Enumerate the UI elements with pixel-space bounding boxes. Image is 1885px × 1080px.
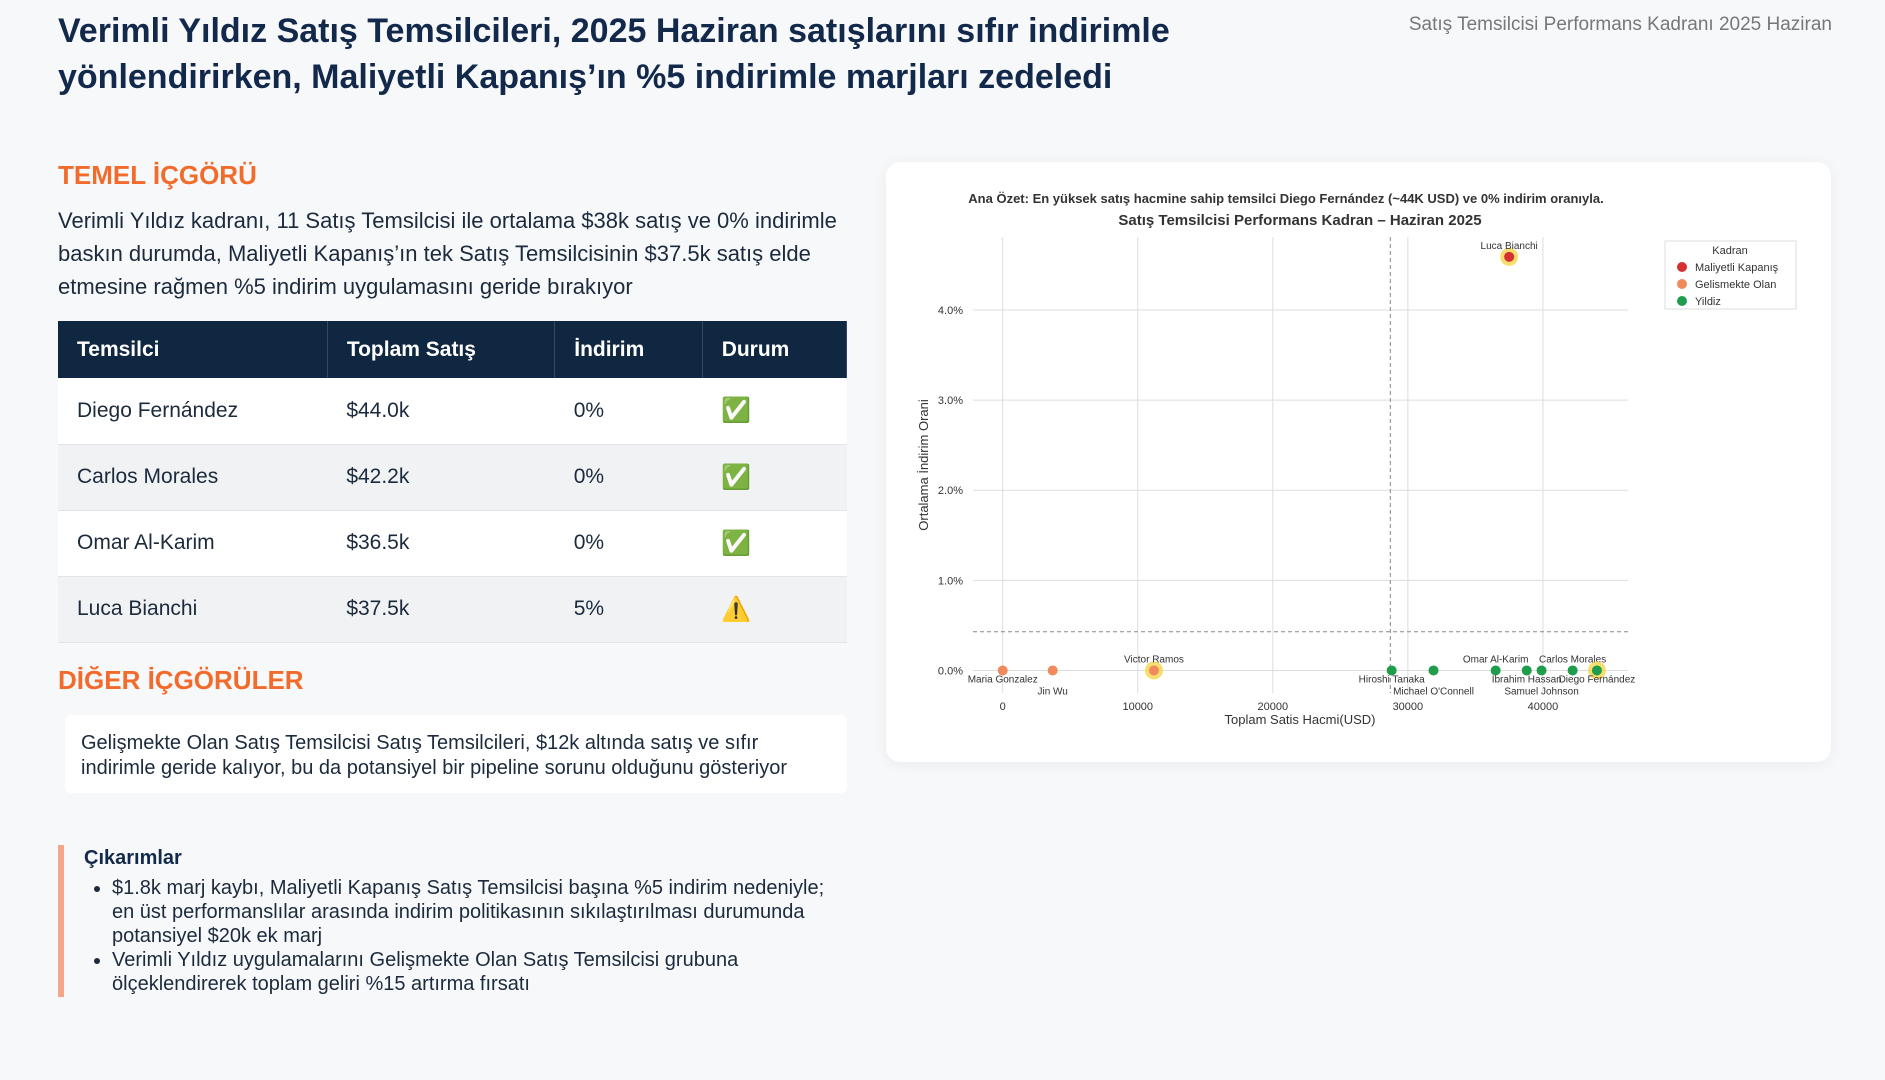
point-label: Carlos Morales xyxy=(1539,654,1606,665)
insight-text: Verimli Yıldız kadranı, 11 Satış Temsilc… xyxy=(58,208,837,299)
column-header: Toplam Satış xyxy=(327,321,556,378)
section-heading: TEMEL İÇGÖRÜ xyxy=(58,160,257,190)
takeaway-item: Verimli Yıldız uygulamalarını Gelişmekte… xyxy=(112,948,848,996)
table-cell: $42.2k xyxy=(327,444,555,511)
x-tick-label: 20000 xyxy=(1258,701,1289,713)
legend-marker xyxy=(1677,262,1687,272)
table-header: Temsilci Toplam Satış İndirim Durum xyxy=(58,321,848,378)
y-tick-label: 3.0% xyxy=(938,395,963,407)
y-tick-label: 2.0% xyxy=(938,485,963,497)
section-heading: DİĞER İÇGÖRÜLER xyxy=(58,665,304,695)
table-cell: $36.5k xyxy=(327,510,555,577)
chart: Ana Özet: En yüksek satış hacmine sahip … xyxy=(916,191,1797,727)
legend-label: Maliyetli Kapanış xyxy=(1695,262,1779,274)
x-tick-label: 10000 xyxy=(1122,701,1153,713)
column-header: Temsilci xyxy=(58,321,328,378)
legend-box xyxy=(1664,240,1797,310)
insight-box: Gelişmekte Olan Satış Temsilcisi Satış T… xyxy=(65,715,847,793)
point-label: Jin Wu xyxy=(1037,686,1067,697)
point-label: Maria Gonzalez xyxy=(968,674,1038,685)
point-label: Diego Fernández xyxy=(1559,674,1636,685)
legend-marker xyxy=(1677,296,1687,306)
status-icon: ✅ xyxy=(702,378,847,445)
chart-title: Satış Temsilcisi Performans Kadran – Haz… xyxy=(1118,212,1481,229)
legend-marker xyxy=(1677,279,1687,289)
takeaways-list: $1.8k marj kaybı, Maliyetli Kapanış Satı… xyxy=(84,876,848,996)
chart-card: Ana Özet: En yüksek satış hacmine sahip … xyxy=(886,162,1831,762)
point xyxy=(1428,665,1439,676)
table-row: Diego Fernández $44.0k 0% ✅ xyxy=(58,378,847,445)
table-cell: 0% xyxy=(554,510,703,577)
point xyxy=(997,665,1008,676)
rep-table: Temsilci Toplam Satış İndirim Durum Diego F… xyxy=(58,321,848,643)
point xyxy=(1386,665,1397,676)
table-cell: $37.5k xyxy=(327,576,555,643)
chart-annotation: Ana Özet: En yüksek satış hacmine sahip … xyxy=(968,191,1603,206)
point-label: Ibrahim Hassan xyxy=(1492,674,1562,685)
point-label: Hiroshi Tanaka xyxy=(1359,674,1425,685)
point xyxy=(1490,665,1501,676)
table-body: Diego Fernández $44.0k 0% ✅ Carlos Morales $4… xyxy=(58,378,847,643)
table-cell: 0% xyxy=(554,444,703,511)
y-tick-label: 4.0% xyxy=(938,305,963,317)
x-tick-label: 40000 xyxy=(1528,701,1559,713)
y-tick-label: 0.0% xyxy=(938,665,963,677)
point-label: Victor Ramos xyxy=(1124,654,1184,665)
x-tick-label: 0 xyxy=(1000,701,1006,713)
y-axis-label: Ortalama İndirim Orani xyxy=(916,399,931,531)
table-row: Omar Al-Karim $36.5k 0% ✅ xyxy=(58,510,847,577)
point xyxy=(1047,665,1058,676)
column-header: Durum xyxy=(702,321,848,378)
table-cell: Luca Bianchi xyxy=(58,576,328,643)
table-cell: Diego Fernández xyxy=(58,378,328,445)
y-tick-label: 1.0% xyxy=(938,575,963,587)
point xyxy=(1591,665,1602,676)
point xyxy=(1521,665,1532,676)
table-cell: Carlos Morales xyxy=(58,444,328,511)
x-tick-label: 30000 xyxy=(1393,701,1424,713)
takeaway-item: $1.8k marj kaybı, Maliyetli Kapanış Satı… xyxy=(112,876,848,948)
point xyxy=(1567,665,1578,676)
status-icon: ⚠️ xyxy=(702,576,847,643)
page-title: Verimli Yıldız Satış Temsilcileri, 2025 … xyxy=(58,12,1170,96)
table-cell: 5% xyxy=(554,576,703,643)
table-cell: $44.0k xyxy=(327,378,555,445)
point-label: Omar Al-Karim xyxy=(1463,654,1529,665)
point-label: Samuel Johnson xyxy=(1504,686,1579,697)
page-subtitle: Satış Temsilcisi Performans Kadranı 2025… xyxy=(1408,14,1832,35)
point xyxy=(1536,665,1547,676)
point xyxy=(1504,251,1515,262)
legend-title: Kadran xyxy=(1712,245,1747,257)
column-header: İndirim xyxy=(554,321,703,378)
table-cell: Omar Al-Karim xyxy=(58,510,328,577)
point-label: Luca Bianchi xyxy=(1481,241,1538,252)
legend-label: Gelismekte Olan xyxy=(1695,279,1776,291)
takeaways-heading: Çıkarımlar xyxy=(84,847,182,869)
x-axis-label: Toplam Satis Hacmi(USD) xyxy=(1225,712,1376,727)
point-label: Michael O'Connell xyxy=(1393,686,1474,697)
status-icon: ✅ xyxy=(702,510,847,577)
table-row: Luca Bianchi $37.5k 5% ⚠️ xyxy=(58,576,847,643)
legend-label: Yildiz xyxy=(1695,296,1721,308)
status-icon: ✅ xyxy=(702,444,847,511)
takeaways: Çıkarımlar $1.8k marj kaybı, Maliyetli K… xyxy=(58,845,848,997)
table-cell: 0% xyxy=(554,378,703,445)
table-row: Carlos Morales $42.2k 0% ✅ xyxy=(58,444,847,511)
point xyxy=(1148,665,1159,676)
